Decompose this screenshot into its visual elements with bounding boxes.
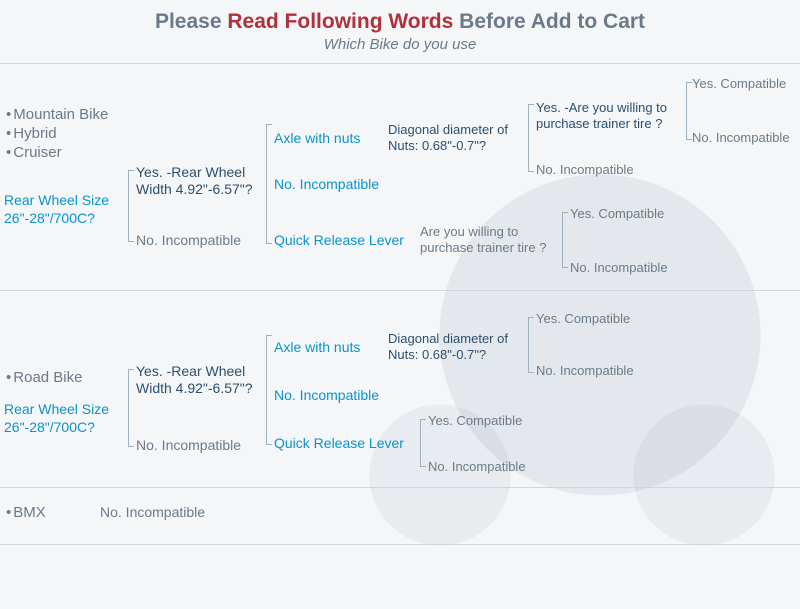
bike-type-bullet-bmx: BMX [6,504,46,523]
q-rear-wheel-size: Rear Wheel Size 26"-28"/700C? [4,192,134,227]
q-nuts-diameter-2: Diagonal diameter of Nuts: 0.68"-0.7"? [388,331,528,362]
ans-no-incompatible-3: No. Incompatible [536,162,634,178]
label-quick-release-2: Quick Release Lever [274,435,404,452]
bracket-wheel-size [128,170,129,242]
bracket-trainer-2 [562,212,563,268]
bracket-wheel-size-2 [128,369,129,447]
bracket-trainer-1 [686,82,687,140]
label-axle-with-nuts-2: Axle with nuts [274,339,360,356]
section-bmx: BMX No. Incompatible [0,488,800,538]
ans-yes-rear-width-2: Yes. -Rear Wheel Width 4.92"-6.57"? [136,363,266,397]
ans-yes-trainer-tire: Yes. -Are you willing to purchase traine… [536,100,686,131]
bracket-nuts [528,104,529,172]
bike-type-bullets: Mountain Bike Hybrid Cruiser [6,106,108,162]
ans-no-incompatible-9: No. Incompatible [428,459,526,475]
ans-yes-compatible-3: Yes. Compatible [536,311,630,327]
ans-no-incompatible-4: No. Incompatible [692,130,790,146]
title-part-1: Please [155,10,227,33]
section-road-bike: Road Bike Rear Wheel Size 26"-28"/700C? … [0,291,800,481]
bracket-axle-type [266,124,267,244]
q-rear-wheel-size-2: Rear Wheel Size 26"-28"/700C? [4,401,134,436]
bracket-nuts-2 [528,317,529,373]
label-axle-with-nuts: Axle with nuts [274,130,360,147]
bracket-axle-type-2 [266,335,267,445]
bullet-hybrid: Hybrid [6,125,108,144]
title-part-3: Before Add to Cart [453,10,645,33]
bracket-qr-2 [420,419,421,467]
ans-no-incompatible-2: No. Incompatible [274,176,379,193]
ans-yes-rear-width: Yes. -Rear Wheel Width 4.92"-6.57"? [136,164,266,198]
divider-bottom [0,544,800,545]
ans-no-incompatible-7: No. Incompatible [274,387,379,404]
section-mountain-hybrid-cruiser: Mountain Bike Hybrid Cruiser Rear Wheel … [0,64,800,284]
q-nuts-diameter: Diagonal diameter of Nuts: 0.68"-0.7"? [388,122,528,153]
bullet-bmx: BMX [6,504,46,523]
bullet-cruiser: Cruiser [6,144,108,163]
page-title: Please Read Following Words Before Add t… [0,10,800,34]
header: Please Read Following Words Before Add t… [0,0,800,57]
ans-no-incompatible-1: No. Incompatible [136,232,241,249]
bullet-mountain: Mountain Bike [6,106,108,125]
ans-no-incompatible-bmx: No. Incompatible [100,504,205,521]
title-part-2: Read Following Words [227,10,453,33]
ans-yes-compatible-2: Yes. Compatible [570,206,664,222]
page-subtitle: Which Bike do you use [0,36,800,53]
ans-yes-compatible-4: Yes. Compatible [428,413,522,429]
q-trainer-tire-2: Are you willing to purchase trainer tire… [420,224,560,255]
bullet-road: Road Bike [6,369,82,388]
ans-yes-compatible-1: Yes. Compatible [692,76,786,92]
ans-no-incompatible-6: No. Incompatible [136,437,241,454]
ans-no-incompatible-5: No. Incompatible [570,260,668,276]
content-root: Please Read Following Words Before Add t… [0,0,800,545]
bike-type-bullet-road: Road Bike [6,369,82,388]
label-quick-release: Quick Release Lever [274,232,404,249]
ans-no-incompatible-8: No. Incompatible [536,363,634,379]
